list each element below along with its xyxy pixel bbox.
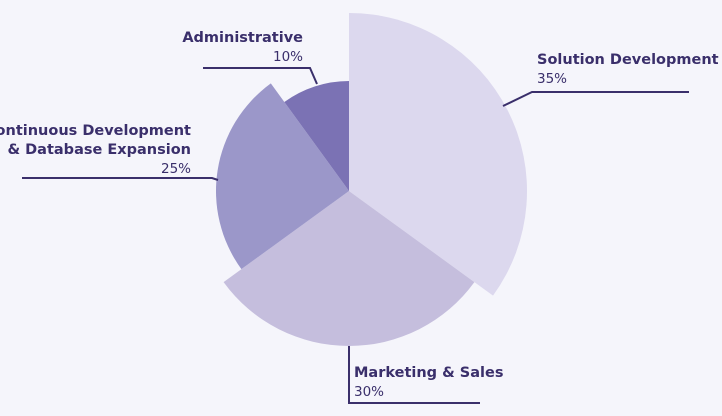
pie-slice-continuous-development [215, 83, 349, 270]
pie-slices [215, 13, 528, 347]
leader-lines [22, 67, 689, 404]
leader-line-continuous-development [22, 177, 219, 181]
slice-label-marketing-sales: Marketing & Sales [354, 365, 503, 381]
slice-value-marketing-sales: 30% [354, 384, 384, 400]
slice-label-solution-development: Solution Development [537, 52, 719, 68]
slice-value-administrative: 10% [273, 49, 303, 65]
leader-line-administrative [203, 67, 318, 85]
pie-slice-solution-development [349, 13, 528, 296]
slice-label-continuous-development-line1: Continuous Development [0, 123, 191, 139]
slice-label-administrative: Administrative [182, 30, 303, 46]
pie-slice-administrative [284, 81, 349, 191]
slice-value-solution-development: 35% [537, 71, 567, 87]
leader-line-solution-development [502, 91, 689, 107]
pie-slice-marketing-sales [223, 191, 475, 347]
slice-value-continuous-development: 25% [161, 161, 191, 177]
leader-line-marketing-sales [348, 346, 480, 404]
slice-label-continuous-development-line2: & Database Expansion [7, 142, 191, 158]
